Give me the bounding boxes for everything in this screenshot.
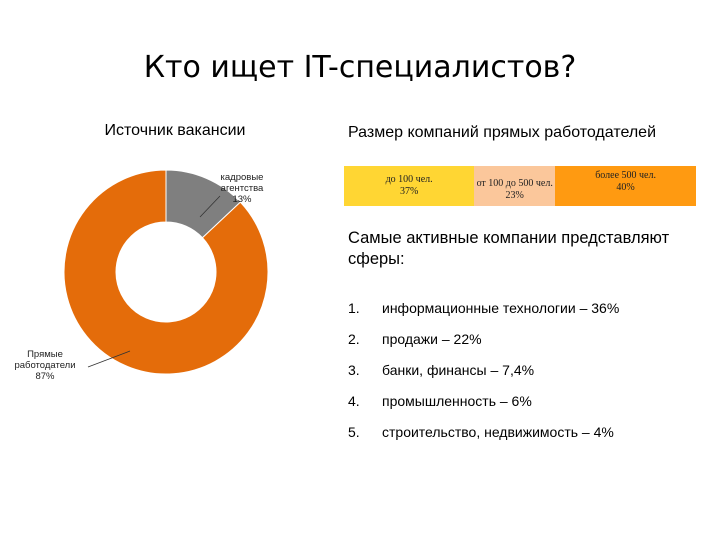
donut-label-line: агентства [220,183,264,194]
bar-segment-label: от 100 до 500 чел. [476,178,553,189]
donut-chart [63,169,269,375]
bar-segment-percent: 37% [399,186,419,197]
donut-slice-1 [63,169,269,375]
sphere-text: продажи – 22% [382,331,482,347]
donut-leader-line-1 [87,350,131,368]
sphere-number: 1. [348,300,360,316]
spheres-heading: Самые активные компании представляют сфе… [348,229,670,268]
donut-chart-heading: Источник вакансии [104,122,246,139]
donut-label-employers: Прямые работодатели 87% [10,349,80,382]
bar-segment-2: более 500 чел. 40% [555,166,696,206]
bar-segment-label: до 100 чел. [385,174,433,185]
sphere-number: 5. [348,424,360,440]
bar-segment-label: более 500 чел. [595,170,656,181]
sphere-number: 4. [348,393,360,409]
sphere-text: строительство, недвижимость – 4% [382,424,614,440]
donut-label-line: 87% [35,371,55,382]
sphere-text: информационные технологии – 36% [382,300,620,316]
bar-segment-1: от 100 до 500 чел. 23% [474,166,556,206]
bar-segment-percent: 40% [616,182,635,193]
donut-leader-line-0 [199,195,221,218]
sphere-text: промышленность – 6% [382,393,532,409]
sphere-number: 2. [348,331,360,347]
donut-label-line: 13% [232,194,252,205]
sphere-text: банки, финансы – 7,4% [382,362,535,378]
donut-label-line: работодатели [14,360,76,371]
company-size-bar: до 100 чел. 37% от 100 до 500 чел. 23% более… [344,166,696,206]
bar-segment-percent: 23% [505,190,524,201]
company-size-heading: Размер компаний прямых работодателей [348,124,656,141]
donut-label-agencies: кадровые агентства 13% [212,172,272,205]
slide-title: Кто ищет IT-специалистов? [143,50,577,85]
sphere-number: 3. [348,362,360,378]
bar-segment-0: до 100 чел. 37% [344,166,475,206]
donut-label-line: кадровые [220,172,264,183]
donut-label-line: Прямые [27,349,63,360]
